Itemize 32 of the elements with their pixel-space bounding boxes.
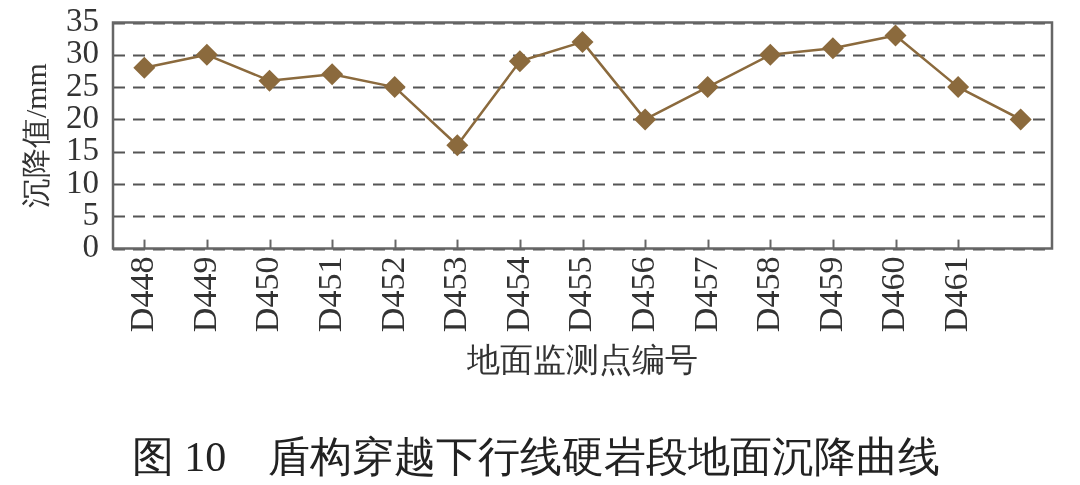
x-tick-label: D461 (937, 256, 975, 333)
point (383, 76, 406, 99)
x-tick-label: D450 (248, 256, 286, 333)
point (258, 69, 281, 92)
x-tick-label: D460 (874, 256, 912, 333)
x-tick-label: D459 (811, 256, 849, 333)
x-tick-label: D453 (436, 256, 474, 333)
x-tick-label: D448 (123, 256, 161, 333)
x-tick-label: D452 (373, 256, 411, 333)
x-tick-label: D456 (624, 256, 662, 333)
x-tick-label: D455 (561, 256, 599, 333)
point (884, 24, 907, 47)
x-axis-title: 地面监测点编号 (466, 342, 698, 379)
point (947, 76, 970, 99)
y-axis-title: 沉降值/mm (18, 63, 52, 209)
point (1009, 108, 1032, 131)
point (821, 37, 844, 60)
point (133, 56, 156, 79)
x-tick-label: D451 (311, 256, 349, 333)
point (446, 134, 469, 157)
point (759, 43, 782, 66)
text: 图 10 盾构穿越下行线硬岩段地面沉降曲线 (131, 433, 941, 480)
point (195, 43, 218, 66)
point (321, 63, 344, 86)
point (634, 108, 657, 131)
point (571, 30, 594, 53)
x-tick-label: D449 (185, 256, 223, 333)
x-tick-label: D458 (749, 256, 787, 333)
point (696, 76, 719, 99)
x-tick-label: D454 (498, 256, 536, 333)
point (508, 50, 531, 73)
x-tick-label: D457 (686, 256, 724, 333)
